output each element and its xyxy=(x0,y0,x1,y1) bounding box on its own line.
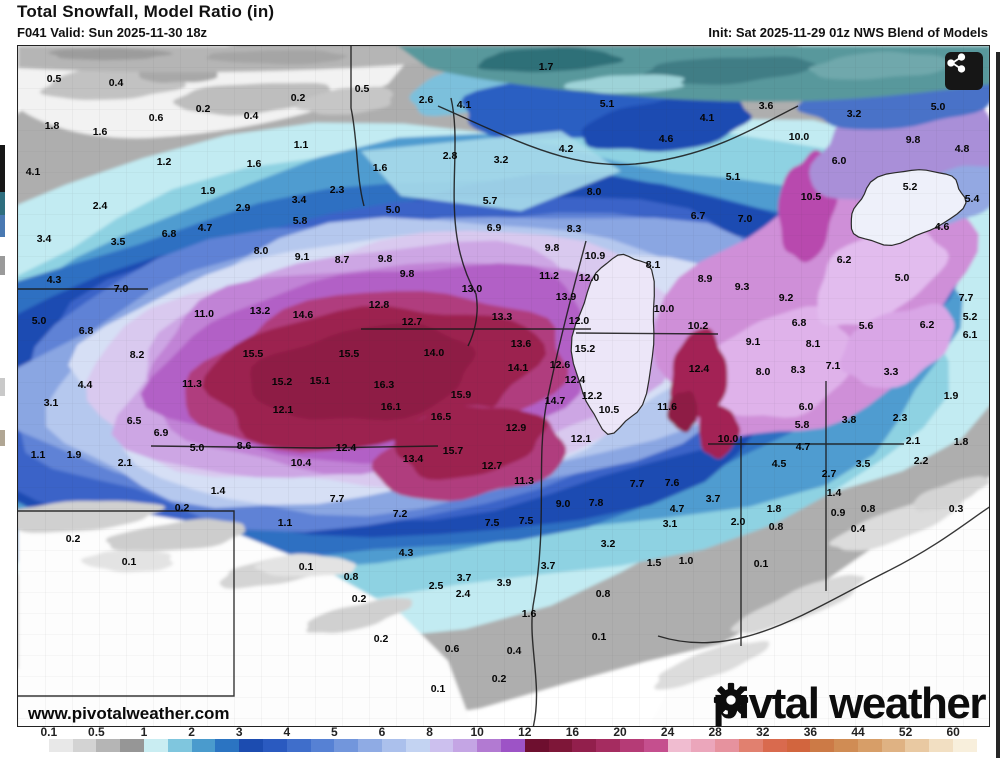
colorbar-cell xyxy=(524,739,549,752)
colorbar-tick-label: 5 xyxy=(331,725,338,739)
colorbar-cell xyxy=(477,739,501,752)
logo-text-tal: tal xyxy=(771,679,820,727)
colorbar-cell xyxy=(667,739,692,752)
colorbar-tick-label: 0.1 xyxy=(40,725,58,739)
colorbar-cell xyxy=(358,739,382,752)
colorbar-tick-label: 1 xyxy=(140,725,148,739)
colorbar-cell xyxy=(619,739,644,752)
colorbar-cell xyxy=(239,739,263,752)
left-edge-artifact xyxy=(0,430,5,446)
colorbar-cell xyxy=(572,739,597,752)
colorbar-cell xyxy=(310,739,335,752)
colorbar-cell xyxy=(334,739,359,752)
colorbar-cell xyxy=(453,739,478,752)
colorbar-cell xyxy=(500,739,525,752)
colorbar-tick-label: 6 xyxy=(378,725,386,739)
colorbar-cell xyxy=(48,739,73,752)
colorbar-cell xyxy=(215,739,240,752)
colorbar-tick-label: 12 xyxy=(518,725,532,739)
colorbar-cell xyxy=(286,739,311,752)
colorbar-cell xyxy=(881,739,906,752)
colorbar-tick-label: 8 xyxy=(426,725,433,739)
colorbar-tick-label: 60 xyxy=(946,725,960,739)
colorbar-cell xyxy=(857,739,882,752)
colorbar-cell xyxy=(786,739,811,752)
colorbar-cell xyxy=(167,739,192,752)
colorbar-cell xyxy=(381,739,406,752)
left-edge-artifact xyxy=(0,192,5,215)
left-edge-artifact xyxy=(0,215,5,237)
colorbar-cell xyxy=(715,739,739,752)
colorbar-cell xyxy=(143,739,168,752)
map-art xyxy=(18,46,989,726)
colorbar-cell xyxy=(72,739,97,752)
colorbar-cell xyxy=(548,739,573,752)
colorbar-tick-label: 2 xyxy=(188,725,195,739)
left-edge-artifact xyxy=(0,145,5,192)
colorbar-tick-label: 52 xyxy=(898,725,913,739)
share-button[interactable] xyxy=(945,52,983,90)
colorbar-cell xyxy=(953,739,977,752)
snowfall-map-canvas: 0.5 0.4 0.2 0.2 0.6 0.4 0.5 1.7 2.6 4.1 5.1 3.6 3.2 5… xyxy=(17,45,990,727)
colorbar-cell xyxy=(738,739,763,752)
colorbar-cell xyxy=(810,739,835,752)
colorbar-cell xyxy=(191,739,216,752)
colorbar-cell xyxy=(120,739,144,752)
map-title: Total Snowfall, Model Ratio (in) xyxy=(17,2,275,21)
watermark-url: www.pivotalweather.com xyxy=(28,704,230,723)
colorbar-tick-label: 0.5 xyxy=(88,725,105,739)
colorbar-tick-label: 10 xyxy=(470,725,484,739)
colorbar-cell xyxy=(905,739,930,752)
init-time-label: Init: Sat 2025-11-29 01z NWS Blend of Mo… xyxy=(708,25,988,40)
colorbar-tick-label: 28 xyxy=(708,725,722,739)
colorbar-tick-label: 32 xyxy=(756,725,770,739)
colorbar-cell xyxy=(691,739,716,752)
colorbar-cell xyxy=(262,739,287,752)
colorbar-cell xyxy=(834,739,858,752)
colorbar-cell xyxy=(25,739,49,752)
colorbar-cell xyxy=(643,739,668,752)
colorbar xyxy=(25,739,977,752)
colorbar-cell xyxy=(96,739,121,752)
colorbar-tick-label: 20 xyxy=(613,725,627,739)
colorbar-cell xyxy=(405,739,430,752)
gear-icon xyxy=(713,682,748,718)
colorbar-tick-label: 16 xyxy=(565,725,580,739)
share-nodes-icon xyxy=(947,53,966,73)
right-edge-artifact xyxy=(996,52,1000,758)
colorbar-tick-labels: 0.1 0.5 1 2 3 4 5 6 8 10 12 16 20 24 28 32 36 44 52 60 xyxy=(25,725,977,739)
colorbar-tick-label: 4 xyxy=(283,725,291,739)
colorbar-cell xyxy=(429,739,454,752)
colorbar-tick-label: 3 xyxy=(235,725,243,739)
colorbar-cell xyxy=(762,739,787,752)
left-edge-artifact xyxy=(0,256,5,275)
colorbar-tick-label: 36 xyxy=(803,725,818,739)
colorbar-tick-label: 44 xyxy=(851,725,865,739)
colorbar-cell xyxy=(929,739,954,752)
colorbar-tick-label: 24 xyxy=(660,725,675,739)
pivotal-weather-logo: pivtal weather xyxy=(713,679,987,727)
logo-text-weather: weather xyxy=(818,679,986,727)
valid-time-label: F041 Valid: Sun 2025-11-30 18z xyxy=(17,25,208,40)
left-edge-artifact xyxy=(0,378,5,396)
colorbar-cell xyxy=(596,739,620,752)
